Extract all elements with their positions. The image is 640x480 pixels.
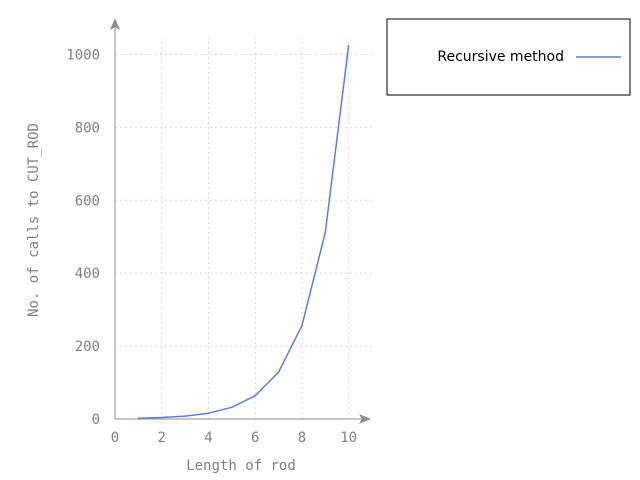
y-tick-label: 400 — [75, 266, 100, 282]
data-point — [207, 412, 210, 415]
y-tick-labels: 0 200 400 600 800 1000 — [66, 47, 100, 428]
data-point — [277, 371, 280, 374]
y-tick-label: 800 — [75, 120, 100, 136]
y-tick-label: 200 — [75, 339, 100, 355]
x-tick-label: 0 — [111, 430, 119, 446]
data-point — [137, 417, 140, 420]
y-axis-arrow-icon — [110, 18, 120, 30]
axes — [110, 18, 371, 424]
y-tick-label: 1000 — [66, 47, 100, 63]
x-tick-label: 10 — [340, 430, 357, 446]
legend-label: Recursive method — [437, 49, 564, 65]
x-tick-label: 2 — [158, 430, 166, 446]
data-point — [184, 415, 186, 417]
x-axis-arrow-icon — [359, 414, 371, 424]
y-tick-label: 600 — [75, 193, 100, 209]
x-tick-label: 4 — [204, 430, 212, 446]
x-tick-label: 8 — [298, 430, 306, 446]
data-point — [347, 44, 350, 47]
x-tick-label: 6 — [251, 430, 259, 446]
series-lines — [137, 44, 350, 420]
legend: Recursive method — [386, 18, 631, 96]
grid — [115, 38, 372, 419]
data-point — [160, 416, 163, 419]
series-line — [138, 45, 350, 420]
y-tick-label: 0 — [92, 412, 100, 428]
x-tick-labels: 0 2 4 6 8 10 — [111, 430, 357, 446]
x-axis-label: Length of rod — [186, 458, 296, 474]
data-point — [324, 231, 327, 234]
y-axis-label: No. of calls to CUT_ROD — [26, 123, 42, 317]
data-point — [231, 406, 233, 409]
data-point — [301, 324, 303, 327]
data-point — [254, 394, 256, 397]
